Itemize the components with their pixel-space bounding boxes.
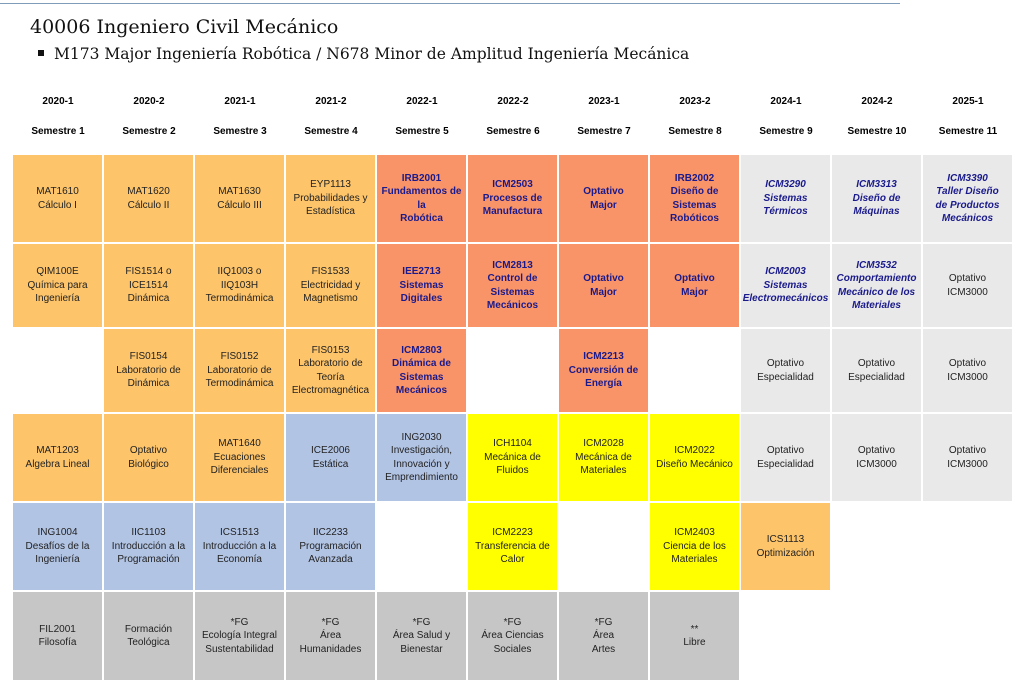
course-cell: Optativo Especialidad [741,329,830,412]
course-cell: QIM100E Química para Ingeniería [13,244,102,327]
semester-label: Semestre 5 [395,126,449,137]
semester-label: Semestre 3 [213,126,267,137]
course-cell: FIS1533 Electricidad y Magnetismo [286,244,375,327]
course-cell: *FG Área Artes [559,592,648,680]
course-cell: Formación Teológica [104,592,193,680]
semester-label: Semestre 11 [938,126,998,137]
course-cell: Optativo Major [559,244,648,327]
semester-label: Semestre 9 [759,126,813,137]
year-label: 2024-1 [770,96,802,107]
page-title: 40006 Ingeniero Civil Mecánico [30,16,339,38]
course-cell: ICM2223 Transferencia de Calor [468,503,557,590]
semester-label: Semestre 7 [577,126,631,137]
year-label: 2023-2 [679,96,711,107]
course-cell: *FG Área Salud y Bienestar [377,592,466,680]
year-label: 2025-1 [952,96,984,107]
course-cell: ICM2813 Control de Sistemas Mecánicos [468,244,557,327]
course-cell: ICM2803 Dinámica de Sistemas Mecánicos [377,329,466,412]
course-cell: Optativo Especialidad [741,414,830,501]
course-cell: FIS0154 Laboratorio de Dinámica [104,329,193,412]
course-cell: Optativo ICM3000 [923,414,1012,501]
bullet-icon [38,50,44,56]
course-cell: IEE2713 Sistemas Digitales [377,244,466,327]
course-cell: IIC2233 Programación Avanzada [286,503,375,590]
year-label: 2020-2 [133,96,165,107]
year-label: 2023-1 [588,96,620,107]
course-cell: ICM2213 Conversión de Energía [559,329,648,412]
course-cell: FIL2001 Filosofía [13,592,102,680]
course-cell: Optativo ICM3000 [923,244,1012,327]
course-cell: MAT1610 Cálculo I [13,155,102,242]
course-cell: ** Libre [650,592,739,680]
semester-label: Semestre 10 [847,126,907,137]
semester-label: Semestre 8 [668,126,722,137]
course-cell: ICM2003 Sistemas Electromecánicos [741,244,830,327]
course-cell: ICH1104 Mecánica de Fluidos [468,414,557,501]
course-cell: FIS0153 Laboratorio de Teoría Electromag… [286,329,375,412]
year-label: 2022-1 [406,96,438,107]
course-cell: ICM2503 Procesos de Manufactura [468,155,557,242]
course-cell: ING1004 Desafíos de la Ingeniería [13,503,102,590]
course-cell: MAT1620 Cálculo II [104,155,193,242]
course-cell: Optativo Major [559,155,648,242]
course-cell: MAT1640 Ecuaciones Diferenciales [195,414,284,501]
course-cell: ICS1513 Introducción a la Economía [195,503,284,590]
course-cell: ING2030 Investigación, Innovación y Empr… [377,414,466,501]
year-label: 2021-2 [315,96,347,107]
course-cell: ICM3390 Taller Diseño de Productos Mecán… [923,155,1012,242]
course-cell: *FG Área Ciencias Sociales [468,592,557,680]
course-cell: IIQ1003 o IIQ103H Termodinámica [195,244,284,327]
subtitle-text: M173 Major Ingeniería Robótica / N678 Mi… [54,45,690,63]
course-cell: ICM2403 Ciencia de los Materiales [650,503,739,590]
course-cell: ICM2022 Diseño Mecánico [650,414,739,501]
year-label: 2024-2 [861,96,893,107]
course-cell: IRB2001 Fundamentos de la Robótica [377,155,466,242]
course-cell: ICM3313 Diseño de Máquinas [832,155,921,242]
course-cell: Optativo Major [650,244,739,327]
semester-label: Semestre 6 [486,126,540,137]
course-cell: Optativo ICM3000 [832,414,921,501]
course-cell: Optativo Especialidad [832,329,921,412]
course-cell: ICM3290 Sistemas Térmicos [741,155,830,242]
course-cell: FIS1514 o ICE1514 Dinámica [104,244,193,327]
course-cell: MAT1630 Cálculo III [195,155,284,242]
semester-label: Semestre 4 [304,126,358,137]
course-cell: ICE2006 Estática [286,414,375,501]
year-label: 2021-1 [224,96,256,107]
program-subtitle: M173 Major Ingeniería Robótica / N678 Mi… [38,45,689,63]
course-cell: IRB2002 Diseño de Sistemas Robóticos [650,155,739,242]
course-cell: *FG Área Humanidades [286,592,375,680]
course-cell: EYP1113 Probabilidades y Estadística [286,155,375,242]
top-rule [0,3,900,4]
semester-label: Semestre 1 [31,126,85,137]
year-label: 2020-1 [42,96,74,107]
course-cell: IIC1103 Introducción a la Programación [104,503,193,590]
year-label: 2022-2 [497,96,529,107]
course-cell: Optativo Biológico [104,414,193,501]
course-cell: *FG Ecología Integral Sustentabilidad [195,592,284,680]
course-cell: MAT1203 Algebra Lineal [13,414,102,501]
semester-label: Semestre 2 [122,126,176,137]
course-cell: FIS0152 Laboratorio de Termodinámica [195,329,284,412]
course-cell: Optativo ICM3000 [923,329,1012,412]
course-cell: ICM3532 Comportamiento Mecánico de los M… [832,244,921,327]
course-cell: ICM2028 Mecánica de Materiales [559,414,648,501]
course-cell: ICS1113 Optimización [741,503,830,590]
